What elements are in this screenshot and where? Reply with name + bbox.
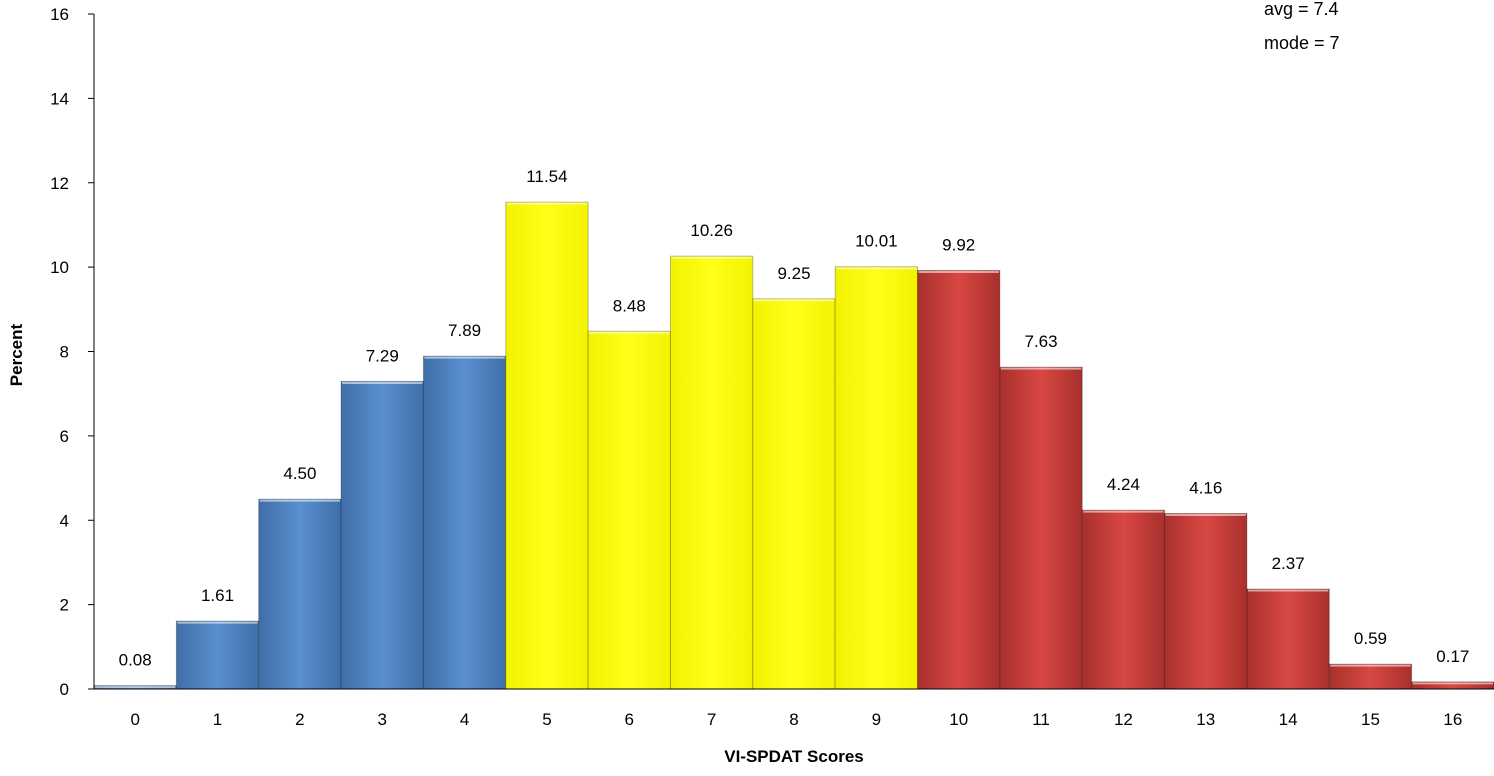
data-label-8: 9.25 [777,264,810,283]
bar-13 [1164,513,1248,690]
bar-4 [422,355,507,690]
x-ticks-group: 0 1 2 3 4 5 6 7 8 9 10 11 12 13 14 15 16 [130,710,1462,729]
x-tick-label: 15 [1361,710,1380,729]
y-tick-label: 0 [60,680,69,699]
data-labels-group: 0.08 1.61 4.50 7.29 7.89 11.54 8.48 10.26 9.25 10… [119,167,1470,669]
y-tick-label: 14 [50,89,69,108]
data-label-1: 1.61 [201,586,234,605]
annotation-avg: avg = 7.4 [1264,0,1339,19]
x-tick-label: 13 [1196,710,1215,729]
bar-1 [175,620,260,690]
data-label-6: 8.48 [613,296,646,315]
y-tick-label: 4 [60,511,69,530]
data-label-2: 4.50 [283,464,316,483]
x-tick-label: 7 [707,710,716,729]
bar-7 [669,255,754,690]
data-label-11: 7.63 [1025,332,1058,351]
data-label-5: 11.54 [526,167,567,186]
annotations-group: avg = 7.4 mode = 7 [1264,0,1340,53]
x-tick-label: 9 [872,710,881,729]
x-tick-label: 11 [1032,710,1050,729]
y-tick-label: 2 [60,596,69,615]
x-tick-label: 1 [213,710,222,729]
data-label-4: 7.89 [448,321,481,340]
bar-6 [587,330,671,690]
x-tick-label: 6 [625,710,634,729]
data-label-9: 10.01 [855,232,898,251]
data-label-15: 0.59 [1354,629,1387,648]
data-label-10: 9.92 [942,236,975,255]
y-axis-title: Percent [7,323,26,386]
bar-11 [999,366,1083,690]
x-tick-label: 8 [789,710,798,729]
x-tick-label: 4 [460,710,469,729]
x-tick-label: 16 [1443,710,1462,729]
x-tick-label: 10 [949,710,968,729]
y-ticks-group: 0 2 4 6 8 10 12 14 16 [50,5,94,699]
bar-3 [340,380,424,690]
bar-5 [505,201,589,690]
y-tick-label: 12 [50,174,69,193]
data-label-7: 10.26 [690,221,733,240]
x-tick-label: 14 [1279,710,1298,729]
data-label-16: 0.17 [1436,647,1469,666]
bar-2 [258,498,342,690]
data-label-12: 4.24 [1107,475,1140,494]
y-tick-label: 16 [50,5,69,24]
x-axis-title: VI-SPDAT Scores [724,747,864,766]
bar-10 [917,270,1001,690]
data-label-14: 2.37 [1272,554,1305,573]
x-tick-label: 5 [542,710,551,729]
bar-14 [1246,588,1330,690]
y-tick-label: 10 [50,258,69,277]
x-tick-label: 0 [130,710,139,729]
bar-12 [1081,509,1166,690]
x-tick-label: 12 [1114,710,1133,729]
bar-8 [752,298,836,690]
bar-15 [1328,663,1413,690]
data-label-0: 0.08 [119,651,152,670]
x-tick-label: 2 [295,710,304,729]
y-tick-label: 8 [60,343,69,362]
y-tick-label: 6 [60,427,69,446]
data-label-3: 7.29 [366,346,399,365]
bar-9 [834,266,919,690]
annotation-mode: mode = 7 [1264,33,1340,53]
data-label-13: 4.16 [1189,479,1222,498]
x-tick-label: 3 [378,710,387,729]
